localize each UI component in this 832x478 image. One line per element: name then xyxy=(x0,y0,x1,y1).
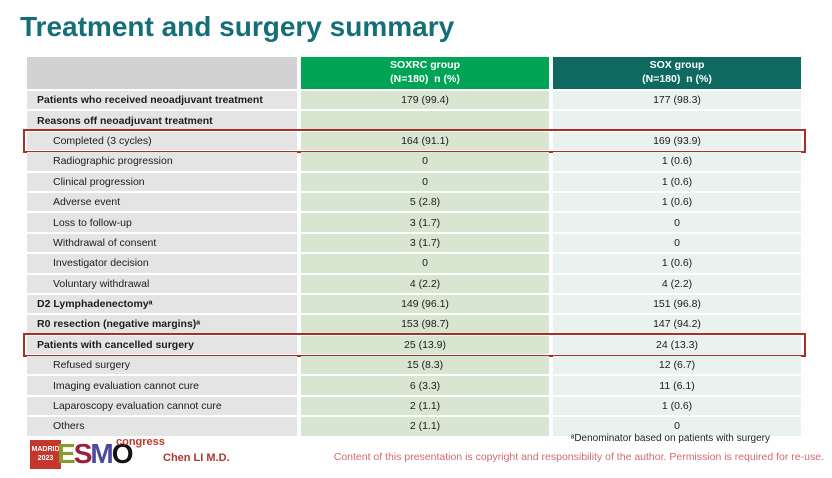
table-row: Withdrawal of consent 3 (1.7) 0 xyxy=(27,233,803,253)
row-label: Completed (3 cycles) xyxy=(27,131,297,151)
sox-value: 169 (93.9) xyxy=(553,131,801,151)
madrid-2023-badge: MADRID 2023 xyxy=(30,440,61,469)
sox-value xyxy=(553,111,801,130)
table-row: Imaging evaluation cannot cure 6 (3.3) 1… xyxy=(27,376,803,395)
table-footnote: ᵃDenominator based on patients with surg… xyxy=(570,433,770,444)
soxrc-group-n: (N=180) n (%) xyxy=(390,73,460,85)
soxrc-value: 164 (91.1) xyxy=(301,131,549,151)
soxrc-value: 153 (98.7) xyxy=(301,315,549,334)
sox-value: 12 (6.7) xyxy=(553,356,801,375)
copyright-notice: Content of this presentation is copyrigh… xyxy=(333,451,824,463)
soxrc-value: 3 (1.7) xyxy=(301,233,549,253)
soxrc-value: 2 (1.1) xyxy=(301,396,549,416)
presenter-name: Chen LI M.D. xyxy=(163,452,230,464)
esmo-letter-s: S xyxy=(73,438,93,469)
row-label: Loss to follow-up xyxy=(27,213,297,232)
summary-table: SOXRC group (N=180) n (%) SOX group (N=1… xyxy=(23,57,806,438)
esmo-wordmark: ESMO xyxy=(57,437,134,471)
sox-value: 147 (94.2) xyxy=(553,315,801,334)
table-row: Refused surgery 15 (8.3) 12 (6.7) xyxy=(27,356,803,375)
esmo-letter-o: O xyxy=(111,438,134,469)
soxrc-value: 5 (2.8) xyxy=(301,192,549,212)
soxrc-value xyxy=(301,111,549,130)
row-label: Withdrawal of consent xyxy=(27,233,297,253)
sox-value: 1 (0.6) xyxy=(553,192,801,212)
table-body: Patients who received neoadjuvant treatm… xyxy=(23,91,806,436)
sox-value: 1 (0.6) xyxy=(553,172,801,191)
sox-value: 177 (98.3) xyxy=(553,91,801,110)
soxrc-value: 25 (13.9) xyxy=(301,335,549,355)
row-label: Adverse event xyxy=(27,192,297,212)
row-label: Others xyxy=(27,417,297,436)
soxrc-value: 179 (99.4) xyxy=(301,91,549,110)
sox-value: 24 (13.3) xyxy=(553,335,801,355)
row-label: Imaging evaluation cannot cure xyxy=(27,376,297,395)
soxrc-value: 149 (96.1) xyxy=(301,294,549,314)
row-label: Patients with cancelled surgery xyxy=(27,335,297,355)
sox-value: 0 xyxy=(553,233,801,253)
table-row: Voluntary withdrawal 4 (2.2) 4 (2.2) xyxy=(27,274,803,293)
header-soxrc-group: SOXRC group (N=180) n (%) xyxy=(301,57,549,89)
table-row: R0 resection (negative margins)ᵃ 153 (98… xyxy=(27,315,803,334)
header-label-cell xyxy=(27,57,297,89)
logo-city-text: MADRID xyxy=(31,445,60,453)
soxrc-value: 3 (1.7) xyxy=(301,213,549,232)
esmo-letter-e: E xyxy=(57,438,76,469)
row-label: Laparoscopy evaluation cannot cure xyxy=(27,396,297,416)
sox-group-name: SOX group xyxy=(649,59,705,72)
soxrc-value: 0 xyxy=(301,152,549,171)
table-row: D2 Lymphadenectomyᵃ 149 (96.1) 151 (96.8… xyxy=(27,294,803,314)
table-row: Patients with cancelled surgery 25 (13.9… xyxy=(23,332,806,358)
row-label: Refused surgery xyxy=(27,356,297,375)
table-row: Reasons off neoadjuvant treatment xyxy=(27,111,803,130)
soxrc-value: 0 xyxy=(301,172,549,191)
table-row: Others 2 (1.1) 0 xyxy=(27,417,803,436)
row-label: D2 Lymphadenectomyᵃ xyxy=(27,294,297,314)
sox-group-n: (N=180) n (%) xyxy=(642,73,712,85)
sox-value: 1 (0.6) xyxy=(553,152,801,171)
soxrc-value: 6 (3.3) xyxy=(301,376,549,395)
sox-value: 1 (0.6) xyxy=(553,396,801,416)
row-label: Reasons off neoadjuvant treatment xyxy=(27,111,297,130)
table-row: Loss to follow-up 3 (1.7) 0 xyxy=(27,213,803,232)
table-row: Adverse event 5 (2.8) 1 (0.6) xyxy=(27,192,803,212)
esmo-letter-m: M xyxy=(90,438,113,469)
soxrc-value: 2 (1.1) xyxy=(301,417,549,436)
table-row: Laparoscopy evaluation cannot cure 2 (1.… xyxy=(27,396,803,416)
sox-value: 0 xyxy=(553,213,801,232)
page-title: Treatment and surgery summary xyxy=(20,11,455,42)
esmo-congress-logo: MADRID 2023 ESMO congress xyxy=(30,436,170,475)
table-row: Radiographic progression 0 1 (0.6) xyxy=(27,152,803,171)
table-row: Investigator decision 0 1 (0.6) xyxy=(27,254,803,273)
row-label: Investigator decision xyxy=(27,254,297,273)
sox-value: 151 (96.8) xyxy=(553,294,801,314)
soxrc-value: 15 (8.3) xyxy=(301,356,549,375)
sox-value: 1 (0.6) xyxy=(553,254,801,273)
row-label: Clinical progression xyxy=(27,172,297,191)
sox-value: 11 (6.1) xyxy=(553,376,801,395)
row-label: R0 resection (negative margins)ᵃ xyxy=(27,315,297,334)
table-row: Clinical progression 0 1 (0.6) xyxy=(27,172,803,191)
soxrc-value: 4 (2.2) xyxy=(301,274,549,293)
table-header-row: SOXRC group (N=180) n (%) SOX group (N=1… xyxy=(27,57,803,89)
table-row: Patients who received neoadjuvant treatm… xyxy=(27,91,803,110)
header-sox-group: SOX group (N=180) n (%) xyxy=(553,57,801,89)
soxrc-group-name: SOXRC group xyxy=(390,59,460,72)
soxrc-value: 0 xyxy=(301,254,549,273)
row-label: Radiographic progression xyxy=(27,152,297,171)
logo-year-text: 2023 xyxy=(37,454,54,462)
sox-value: 0 xyxy=(553,417,801,436)
sox-value: 4 (2.2) xyxy=(553,274,801,293)
congress-label: congress xyxy=(116,436,165,448)
row-label: Patients who received neoadjuvant treatm… xyxy=(27,91,297,110)
row-label: Voluntary withdrawal xyxy=(27,274,297,293)
table-row: Completed (3 cycles) 164 (91.1) 169 (93.… xyxy=(23,128,806,154)
